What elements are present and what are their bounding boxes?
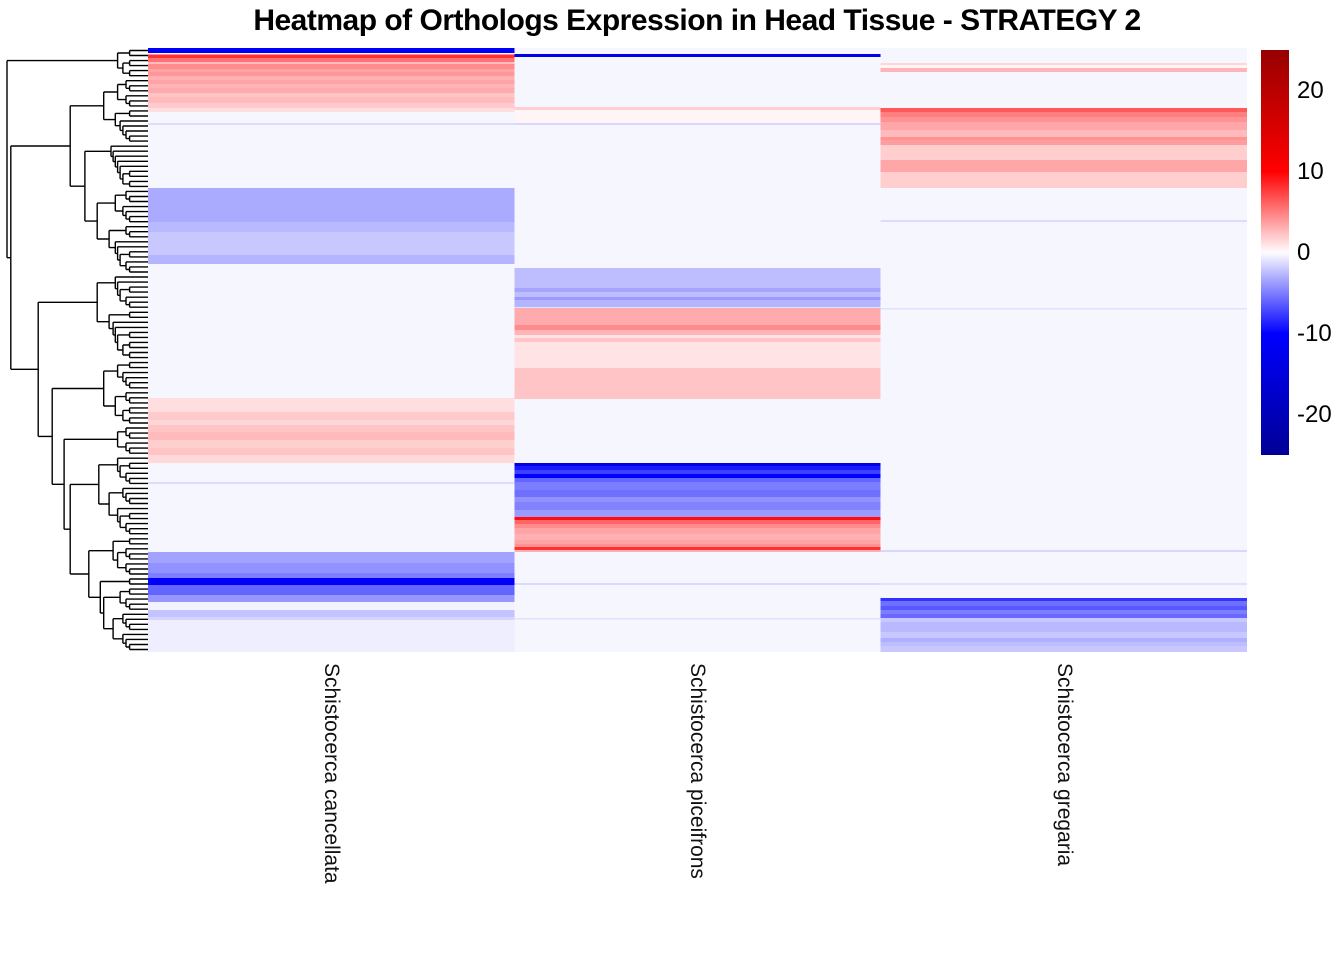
legend-tick-label: -10 (1297, 320, 1332, 347)
legend-tick-label: 0 (1297, 239, 1311, 266)
legend-tick-label: 20 (1297, 77, 1324, 104)
heatmap-canvas (148, 48, 1247, 652)
colorbar-gradient (1261, 50, 1289, 455)
column-label-cancellata: Schistocerca cancellata (320, 663, 343, 884)
legend-tick-label: -20 (1297, 401, 1332, 428)
chart-title: Heatmap of Orthologs Expression in Head … (253, 4, 1141, 37)
legend-tick-label: 10 (1297, 158, 1324, 185)
row-dendrogram (6, 49, 148, 651)
dendrogram-lines (6, 49, 148, 651)
column-label-gregaria: Schistocerca gregaria (1053, 663, 1076, 867)
column-label-piceifrons: Schistocerca piceifrons (686, 663, 709, 879)
